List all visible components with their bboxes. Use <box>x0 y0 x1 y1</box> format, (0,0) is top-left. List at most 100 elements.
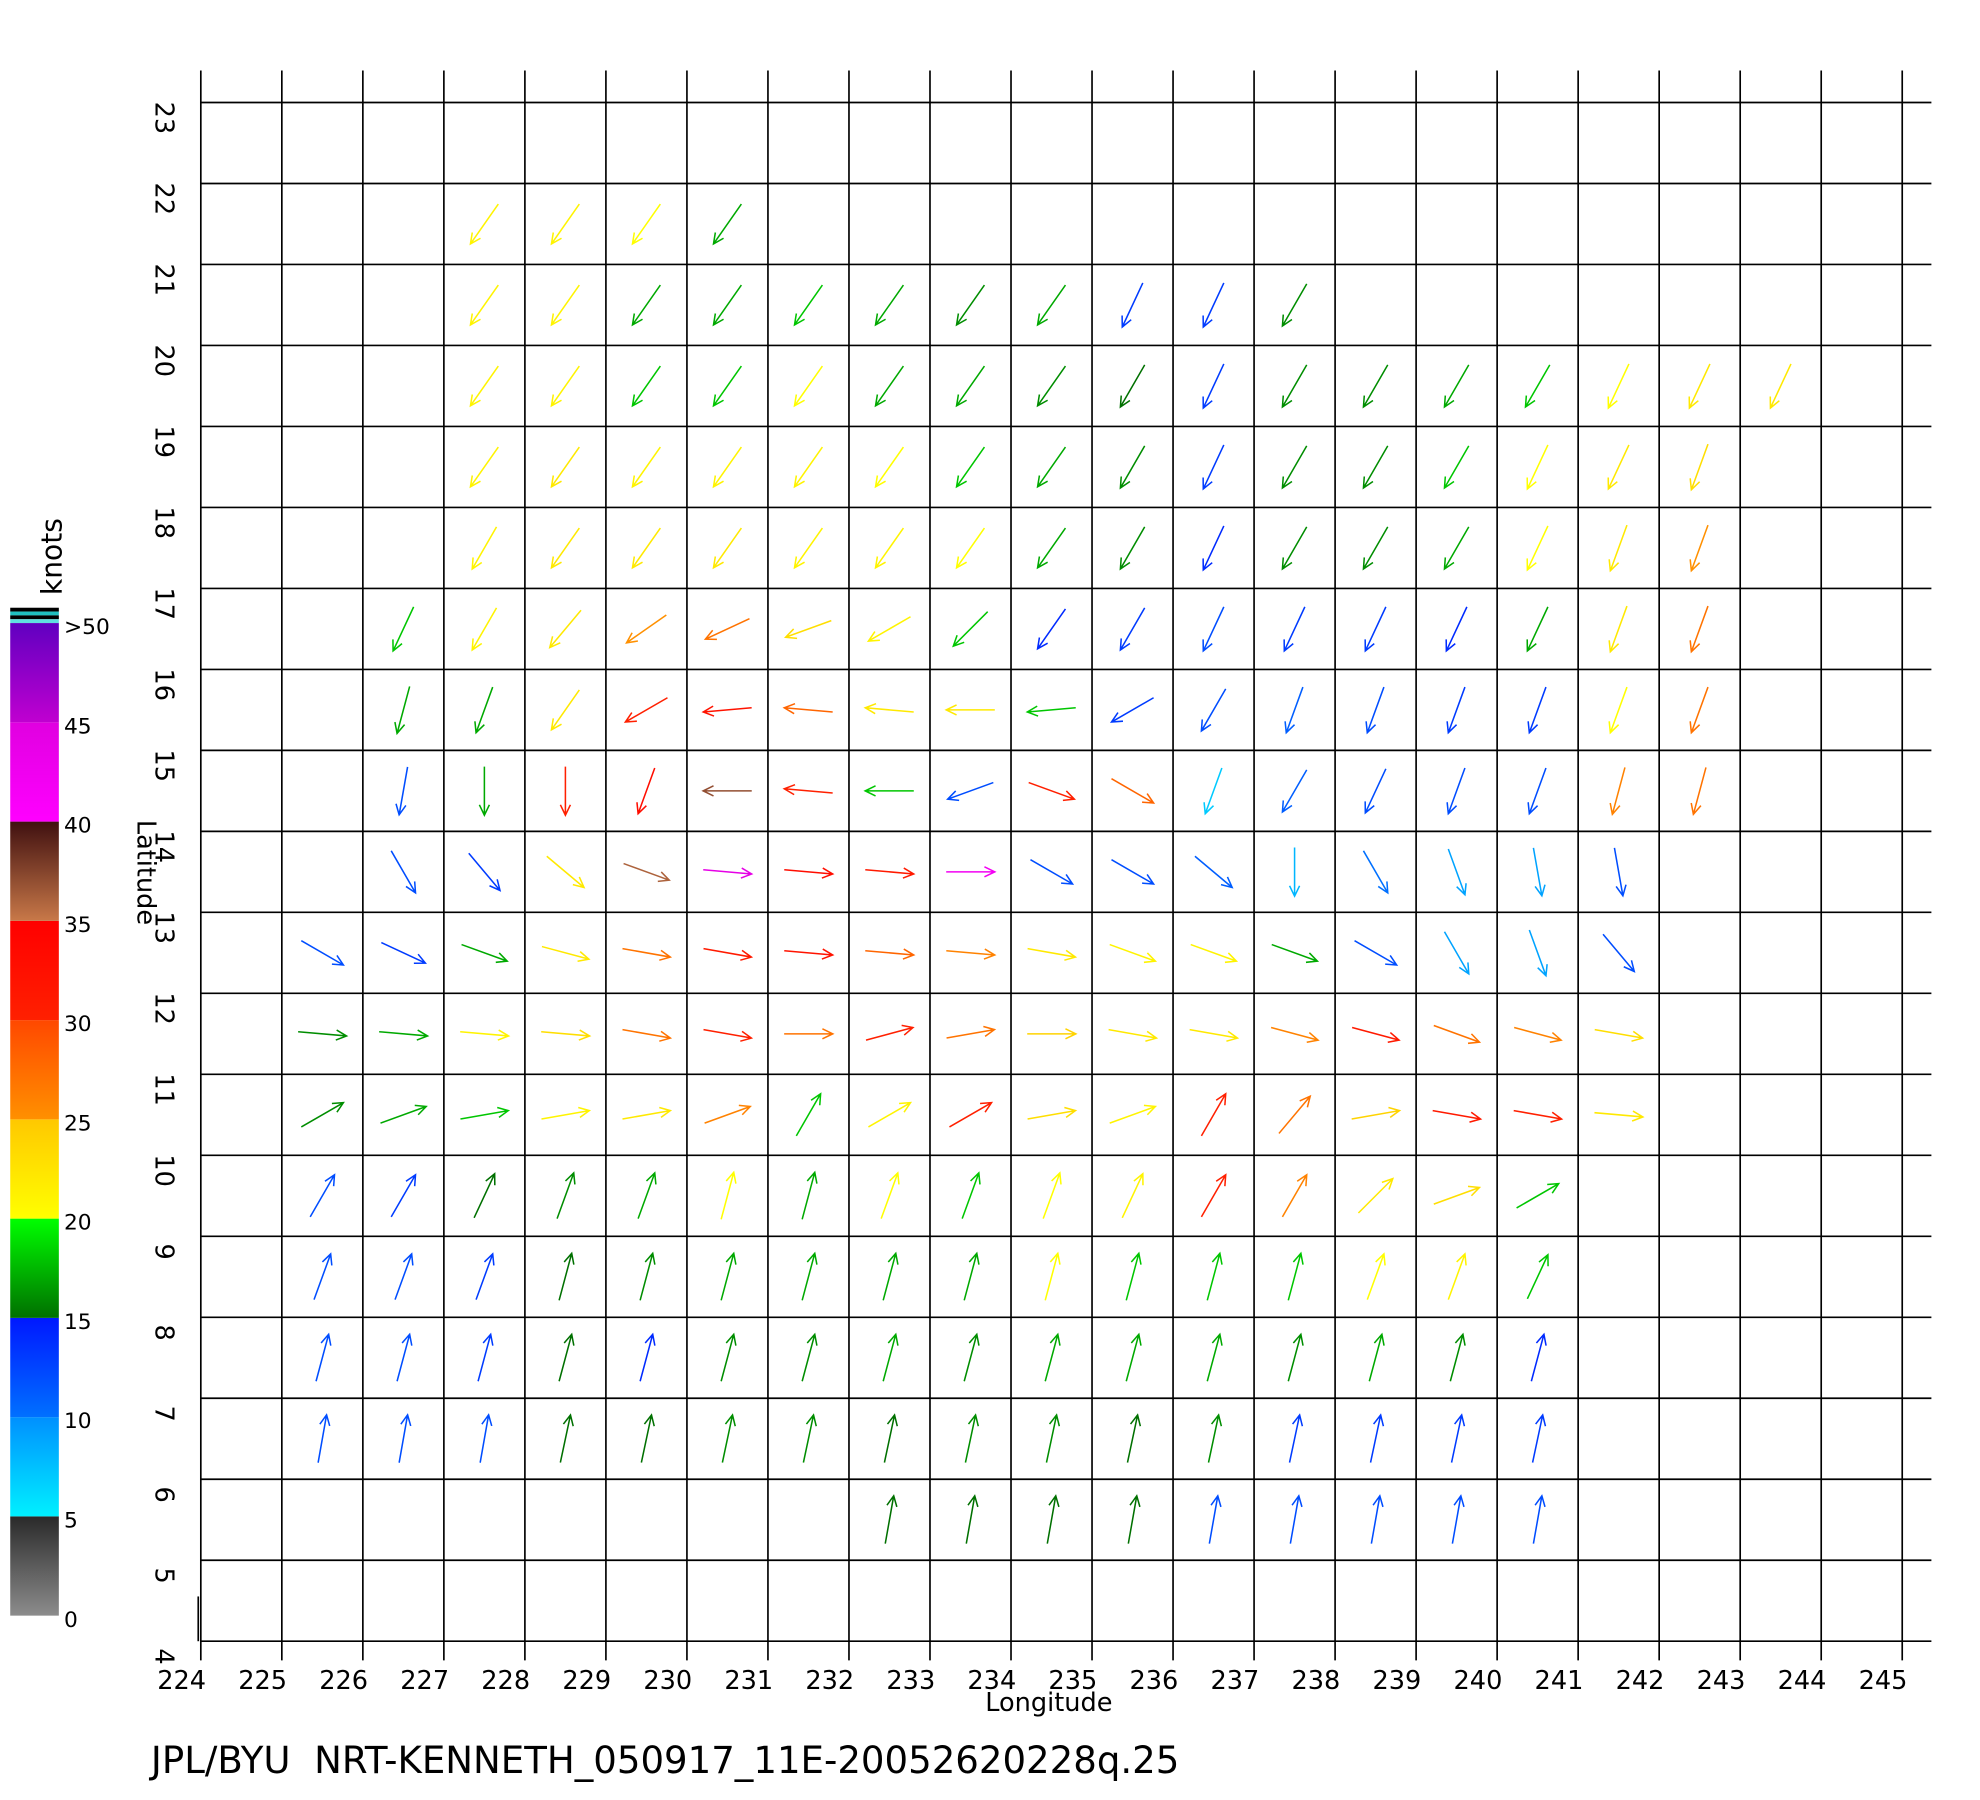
wind-vector <box>1036 446 1067 489</box>
wind-vector <box>469 284 499 327</box>
wind-vector <box>1594 1028 1645 1042</box>
wind-vector <box>1447 1252 1467 1300</box>
wind-vector <box>1109 1104 1158 1124</box>
colorbar-tick-label: 10 <box>64 1409 92 1434</box>
wind-vector <box>1443 931 1470 976</box>
wind-vector <box>1432 1109 1483 1123</box>
wind-vector <box>1690 767 1707 817</box>
wind-vector <box>721 1413 736 1463</box>
y-tick-label: 16 <box>148 668 178 701</box>
wind-vector <box>801 1332 818 1382</box>
wind-vector <box>1443 526 1470 571</box>
wind-vector <box>313 1252 333 1300</box>
wind-vector <box>1443 364 1470 409</box>
wind-vector <box>1689 443 1709 492</box>
y-tick-label: 6 <box>148 1486 178 1502</box>
wind-vector <box>1608 605 1628 654</box>
wind-vector <box>1028 781 1077 802</box>
wind-vector <box>955 365 986 408</box>
wind-vector <box>1036 527 1067 570</box>
colorbar-tick-label: 40 <box>64 814 92 839</box>
wind-vector <box>1206 1251 1223 1301</box>
colorbar-tick-label: >50 <box>64 615 110 640</box>
wind-vector <box>541 945 591 963</box>
wind-vector <box>1202 282 1225 329</box>
wind-vector <box>883 1413 899 1463</box>
colorbar-band <box>10 1218 59 1318</box>
y-tick-label: 12 <box>148 992 178 1025</box>
wind-vector <box>1287 1332 1304 1382</box>
wind-vector <box>963 1332 980 1382</box>
wind-vector <box>712 284 743 327</box>
wind-vector <box>802 1413 818 1463</box>
wind-vector <box>469 365 499 408</box>
wind-vector <box>703 947 754 961</box>
wind-vector <box>1527 767 1547 816</box>
x-tick-label: 236 <box>1129 1666 1178 1696</box>
wind-vector <box>720 1332 737 1382</box>
wind-vector <box>1513 1109 1564 1123</box>
wind-vector <box>874 527 905 570</box>
wind-vector <box>1364 768 1387 815</box>
wind-vector <box>712 203 743 246</box>
wind-vector <box>1524 364 1551 409</box>
wind-vector <box>863 785 914 797</box>
wind-vector <box>622 1028 673 1042</box>
wind-vector <box>1357 1177 1395 1214</box>
wind-vector <box>784 1028 835 1040</box>
wind-vector <box>1513 1026 1563 1044</box>
wind-vector <box>1526 1253 1549 1300</box>
y-tick-label: 21 <box>148 264 178 297</box>
wind-vector <box>1111 859 1156 885</box>
wind-vector <box>546 855 586 889</box>
wind-vector <box>1045 1413 1061 1463</box>
wind-vector <box>636 767 656 816</box>
colorbar-cap <box>10 607 59 612</box>
wind-vector <box>558 1332 575 1382</box>
wind-vector <box>1451 1494 1465 1544</box>
wind-vector <box>622 947 673 961</box>
x-tick-label: 231 <box>724 1666 773 1696</box>
wind-vector <box>863 702 914 715</box>
colorbar-band <box>10 920 59 1021</box>
wind-vector <box>1528 929 1548 978</box>
wind-vector <box>1027 1106 1078 1120</box>
wind-vector <box>558 1251 575 1301</box>
vectors <box>298 203 1792 1544</box>
y-tick-label: 22 <box>148 183 178 216</box>
wind-vector <box>396 1332 413 1382</box>
wind-vector <box>874 284 905 327</box>
wind-vector <box>882 1251 899 1301</box>
wind-vector <box>1125 1251 1142 1301</box>
wind-vector <box>468 852 502 892</box>
wind-vector <box>1281 364 1308 409</box>
wind-vector <box>298 1029 349 1041</box>
wind-vector <box>1111 778 1156 804</box>
wind-vector <box>782 783 833 796</box>
wind-vector <box>1270 1026 1320 1044</box>
wind-vector <box>556 1171 576 1219</box>
wind-vector <box>1287 1251 1304 1301</box>
wind-vector <box>793 527 824 570</box>
wind-vector <box>1531 1413 1547 1463</box>
wind-vector <box>1433 1024 1482 1045</box>
wind-vector <box>471 607 498 652</box>
x-tick-label: 228 <box>481 1666 530 1696</box>
y-tick-label: 14 <box>148 830 178 863</box>
wind-vector <box>1689 686 1709 735</box>
wind-vector <box>865 1024 915 1041</box>
y-tick-label: 18 <box>148 506 178 539</box>
wind-vector <box>394 686 411 736</box>
wind-vector <box>782 702 833 715</box>
wind-vector <box>1281 526 1308 571</box>
colorbar-band <box>10 1020 59 1120</box>
wind-vector <box>1530 1332 1547 1382</box>
wind-vector <box>783 619 832 640</box>
colorbar-tick-label: 35 <box>64 913 92 938</box>
wind-vector <box>1516 1182 1561 1209</box>
wind-vector <box>637 1171 657 1219</box>
wind-vector <box>1036 608 1067 651</box>
wind-vector <box>1607 444 1630 491</box>
wind-vector <box>1119 607 1146 652</box>
